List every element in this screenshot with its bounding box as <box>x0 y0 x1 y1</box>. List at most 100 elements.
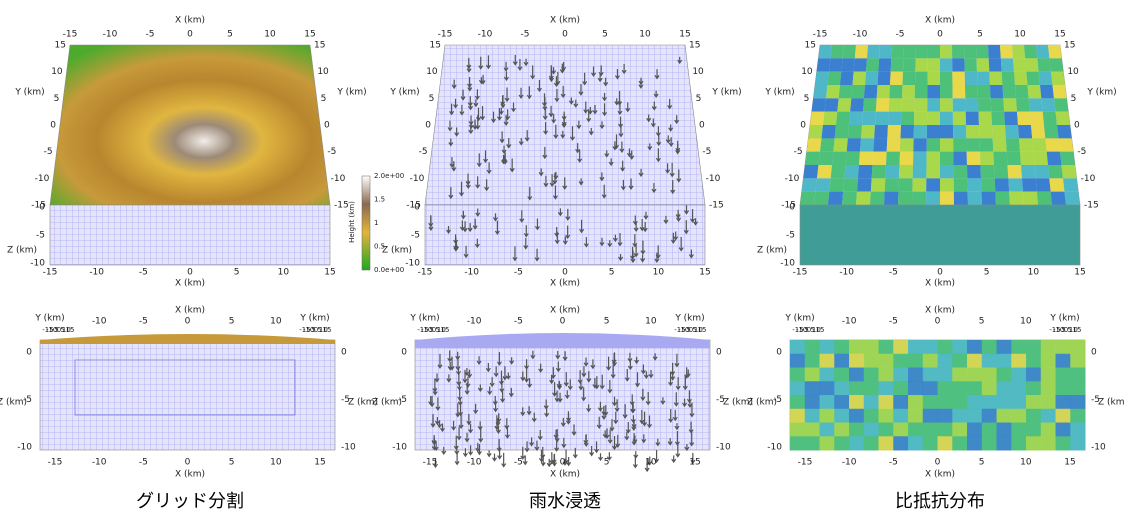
resistivity-cell <box>991 112 1005 125</box>
resistivity-cell <box>982 423 997 437</box>
x-tick-label: 0 <box>937 30 943 40</box>
resistivity-cell <box>863 98 877 111</box>
resistivity-cell <box>814 192 829 205</box>
resistivity-cell <box>1026 368 1041 382</box>
resistivity-cell <box>997 340 1012 354</box>
resistivity-cell <box>888 112 902 125</box>
y-tick-label: 0 <box>1074 121 1080 131</box>
x-tick-label: 5 <box>979 317 985 327</box>
resistivity-cell <box>819 152 834 165</box>
y-tick-label: 10 <box>51 67 63 77</box>
resistivity-cell <box>1059 138 1074 151</box>
resistivity-cell <box>837 98 851 111</box>
x-tick-label: -5 <box>521 30 530 40</box>
colorbar-label: 1 <box>374 219 378 227</box>
x-tick-label: 0 <box>560 317 566 327</box>
x-axis-title: X (km) <box>925 470 955 480</box>
y-tick-label: -10 <box>331 174 346 184</box>
resistivity-cell <box>1057 125 1072 138</box>
resistivity-cell <box>887 125 901 138</box>
resistivity-cell <box>1012 45 1025 58</box>
y-tick-label: -5 <box>44 147 53 157</box>
resistivity-cell <box>976 45 989 58</box>
resistivity-cell <box>854 58 867 71</box>
panel-caption: グリッド分割 <box>136 491 244 512</box>
x-tick-label: -15 <box>813 30 828 40</box>
resistivity-cell <box>1011 409 1026 423</box>
resistivity-cell <box>834 395 849 409</box>
resistivity-cell <box>879 354 894 368</box>
resistivity-cell <box>849 395 864 409</box>
resistivity-cell <box>1011 368 1026 382</box>
resistivity-cell <box>982 436 997 450</box>
resistivity-cell <box>807 138 822 151</box>
resistivity-cell <box>1028 85 1042 98</box>
z-tick-label: 0 <box>789 203 795 213</box>
x-tick-label: 15 <box>1074 268 1085 278</box>
y-tick-label: -15 <box>1049 326 1060 334</box>
resistivity-cell <box>1026 395 1041 409</box>
resistivity-cell <box>866 58 879 71</box>
y-tick-label: 5 <box>54 94 60 104</box>
resistivity-cell <box>851 85 865 98</box>
colorbar-label: 0.0e+00 <box>374 266 404 274</box>
resistivity-cell <box>889 98 902 111</box>
y-axis-title: Y (km) <box>1086 88 1116 98</box>
resistivity-cell <box>1035 165 1050 178</box>
x-tick-label: -10 <box>842 458 857 468</box>
resistivity-cell <box>1070 409 1085 423</box>
x-tick-label: -10 <box>842 317 857 327</box>
y-tick-label: -5 <box>327 147 336 157</box>
x-tick-label: -10 <box>89 268 104 278</box>
resistivity-cell <box>901 112 914 125</box>
resistivity-cell <box>914 112 927 125</box>
resistivity-cell <box>927 98 940 111</box>
resistivity-cell <box>915 58 928 71</box>
resistivity-cell <box>1056 340 1071 354</box>
x-tick-label: 5 <box>609 268 615 278</box>
resistivity-cell <box>820 368 835 382</box>
resistivity-cell <box>940 165 954 178</box>
x-tick-label: -15 <box>48 458 63 468</box>
resistivity-cell <box>834 423 849 437</box>
resistivity-cell <box>1026 72 1040 85</box>
resistivity-cell <box>927 85 940 98</box>
resistivity-cell <box>839 85 853 98</box>
resistivity-cell <box>914 125 927 138</box>
z-tick-label: 0 <box>39 203 45 213</box>
resistivity-cell <box>867 45 880 58</box>
resistivity-cell <box>823 112 837 125</box>
resistivity-cell <box>816 178 831 191</box>
resistivity-cell <box>1051 72 1065 85</box>
resistivity-cell <box>900 138 914 151</box>
resistivity-cell <box>879 368 894 382</box>
x-tick-label: 15 <box>1054 30 1065 40</box>
resistivity-cell <box>952 354 967 368</box>
y-tick-label: 10 <box>692 67 704 77</box>
resistivity-cell <box>829 178 844 191</box>
resistivity-cell <box>1063 178 1078 191</box>
x-tick-label: -10 <box>464 268 479 278</box>
resistivity-cell <box>875 112 889 125</box>
resistivity-cell <box>954 178 968 191</box>
resistivity-cell <box>820 340 835 354</box>
resistivity-cell <box>872 165 886 178</box>
resistivity-cell <box>1021 165 1036 178</box>
x-tick-label: 0 <box>187 268 193 278</box>
z-tick-label: -5 <box>786 231 795 241</box>
resistivity-cell <box>1032 138 1047 151</box>
x-tick-label: 5 <box>229 317 235 327</box>
resistivity-cell <box>818 45 832 58</box>
resistivity-cell <box>952 381 967 395</box>
resistivity-cell <box>982 340 997 354</box>
resistivity-cell <box>994 165 1008 178</box>
flow-arrow <box>634 451 638 458</box>
resistivity-cell <box>1014 72 1028 85</box>
z-tick-label: 0 <box>776 348 782 358</box>
resistivity-cell <box>825 98 839 111</box>
resistivity-cell <box>981 178 995 191</box>
resistivity-cell <box>989 72 1002 85</box>
resistivity-cell <box>829 58 843 71</box>
resistivity-cell <box>831 45 845 58</box>
resistivity-cell <box>1022 178 1037 191</box>
